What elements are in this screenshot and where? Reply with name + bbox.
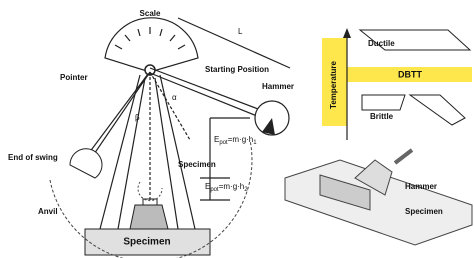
dbtt-label: DBTT (398, 69, 422, 79)
axis-band (322, 38, 347, 126)
sub: pot (219, 140, 228, 146)
axis-label: Temperature (329, 61, 338, 109)
axis-arrow (343, 28, 351, 38)
angle-lines (149, 71, 191, 200)
formula: =m·g·h (228, 135, 254, 144)
hammer-label: Hammer (262, 82, 294, 91)
alpha-label: α (172, 93, 177, 102)
arm (149, 67, 267, 119)
beta-label: β (135, 113, 140, 122)
sym: E (214, 135, 219, 144)
scale-label: Scale (140, 9, 161, 18)
sym: E (205, 182, 210, 191)
sub: pot (210, 187, 219, 193)
swing-path (49, 139, 253, 258)
low-hammer (137, 181, 163, 202)
base (84, 228, 211, 256)
hammer-sketch (354, 159, 393, 196)
detail-hammer-label: Hammer (405, 182, 437, 191)
length-line (177, 17, 291, 69)
dbtt-band (347, 67, 472, 82)
swing-hammer (69, 148, 103, 179)
energy-end: Epot=m·g·h2 (205, 182, 248, 192)
scale-ticks (114, 27, 186, 50)
detail-specimen-label: Specimen (405, 207, 443, 216)
specimen-sketch (319, 174, 371, 211)
anvil-block (129, 204, 169, 230)
formula: =m·g·h (219, 182, 245, 191)
energy-start: Epot=m·g·h1 (214, 135, 257, 145)
impact-arrow (393, 148, 414, 165)
anvil-label: Anvil (38, 207, 58, 216)
base-label: Specimen (123, 237, 170, 248)
length-label: L (238, 27, 243, 36)
pointer-label: Pointer (60, 73, 88, 82)
start-label: Starting Position (205, 65, 269, 74)
frame (99, 74, 196, 230)
hammer-edge (262, 118, 275, 135)
ductile-shape (358, 29, 472, 51)
sub: 1 (253, 140, 257, 146)
specimen-label: Specimen (178, 160, 216, 169)
scale-dial (104, 17, 199, 73)
ductile-label: Ductile (368, 39, 395, 48)
brittle-shape (361, 94, 466, 126)
brittle-label: Brittle (370, 112, 394, 121)
end-swing-label: End of swing (8, 153, 58, 162)
sub: 2 (244, 187, 248, 193)
height-lines (200, 117, 250, 201)
